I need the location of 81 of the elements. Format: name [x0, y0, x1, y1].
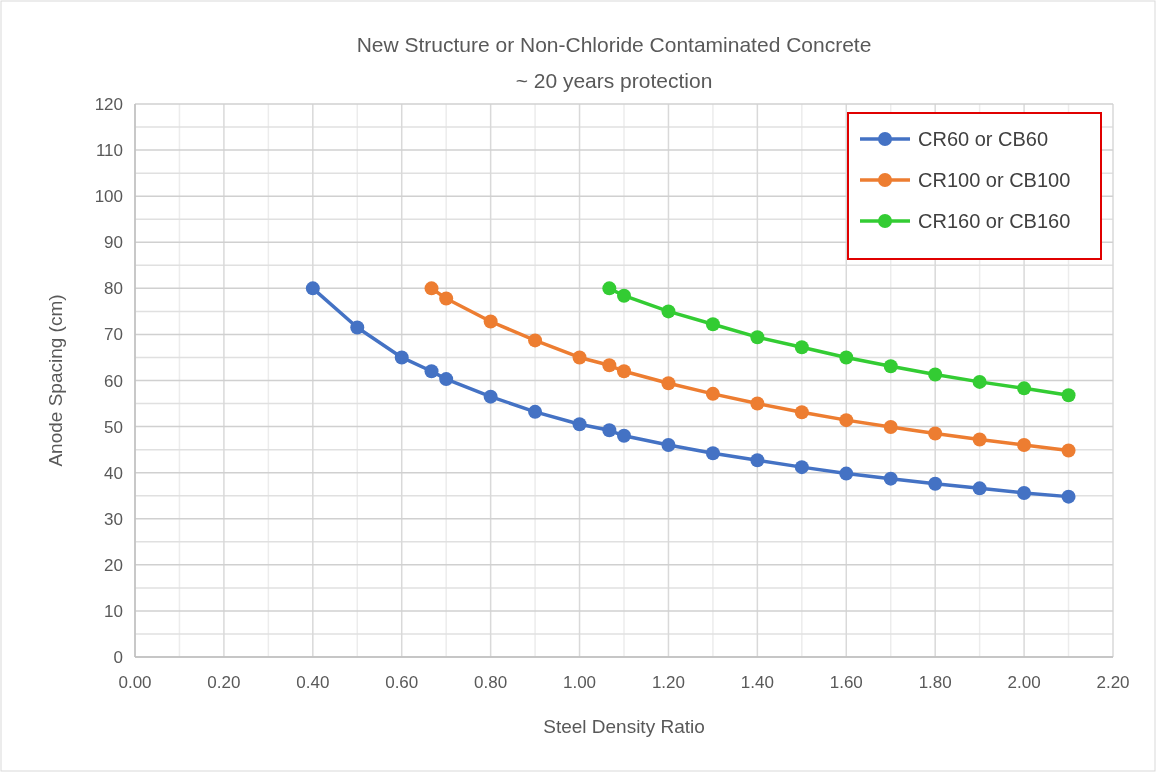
- chart-title: New Structure or Non-Chloride Contaminated Concrete: [356, 33, 872, 56]
- point: [928, 476, 943, 491]
- point: [750, 330, 765, 345]
- point: [602, 423, 617, 438]
- point: [839, 350, 854, 365]
- point: [305, 281, 320, 296]
- x-tick-label: 1.40: [740, 673, 774, 692]
- point: [617, 364, 631, 379]
- chart-subtitle: ~ 20 years protection: [515, 69, 713, 92]
- y-tick-label: 0: [113, 648, 123, 667]
- point: [572, 350, 587, 365]
- x-tick-label: 1.20: [651, 673, 685, 692]
- point: [794, 460, 809, 475]
- point: [350, 320, 365, 335]
- x-tick-label: 0.80: [474, 673, 508, 692]
- point: [883, 359, 898, 374]
- point: [794, 340, 809, 355]
- y-tick-label: 110: [95, 141, 123, 161]
- point: [705, 386, 720, 401]
- point: [1061, 489, 1076, 504]
- point: [424, 364, 439, 379]
- y-tick-label: 30: [104, 509, 123, 529]
- point: [572, 417, 587, 432]
- y-tick-label: 90: [104, 233, 123, 253]
- legend-label: CR60 or CB60: [918, 128, 1049, 150]
- point: [602, 281, 617, 296]
- x-tick-label: 0.40: [296, 673, 330, 692]
- point: [972, 374, 987, 389]
- x-tick-label: 0.00: [118, 673, 152, 692]
- y-tick-label: 10: [104, 601, 123, 621]
- x-tick-label: 0.20: [207, 673, 241, 692]
- point: [705, 446, 720, 461]
- point: [1017, 485, 1032, 500]
- point: [1017, 438, 1032, 453]
- point: [705, 317, 720, 332]
- legend-label: CR160 or CB160: [918, 210, 1071, 232]
- point: [528, 404, 543, 419]
- point: [972, 481, 987, 496]
- point: [883, 471, 898, 486]
- x-axis-title: Steel Density Ratio: [543, 716, 705, 737]
- point: [972, 432, 987, 447]
- x-tick-label: 2.00: [1007, 673, 1041, 692]
- point: [617, 428, 631, 443]
- point: [1061, 388, 1076, 403]
- point: [483, 314, 498, 329]
- point: [661, 376, 676, 391]
- y-axis-title: Anode Spacing (cm): [45, 294, 66, 467]
- y-tick-label: 60: [104, 371, 123, 391]
- y-tick-label: 20: [104, 555, 123, 575]
- y-tick-label: 40: [104, 463, 123, 483]
- point: [617, 288, 631, 303]
- y-tick-label: 80: [104, 279, 123, 299]
- point: [928, 367, 943, 382]
- y-tick-label: 100: [94, 187, 123, 207]
- point: [394, 350, 409, 365]
- x-tick-label: 2.20: [1096, 673, 1130, 692]
- y-tick-label: 50: [104, 417, 123, 437]
- point: [839, 413, 854, 428]
- point: [424, 281, 439, 296]
- point: [661, 438, 676, 453]
- point: [794, 405, 809, 420]
- point: [839, 466, 854, 481]
- x-tick-label: 0.60: [385, 673, 419, 692]
- point: [483, 389, 498, 404]
- y-tick-label: 70: [104, 325, 123, 345]
- y-tick-label: 120: [94, 95, 123, 114]
- point: [750, 396, 765, 411]
- point: [439, 291, 454, 306]
- point: [928, 426, 943, 441]
- point: [439, 372, 454, 387]
- point: [1017, 381, 1032, 396]
- point: [750, 453, 765, 468]
- x-tick-label: 1.60: [829, 673, 863, 692]
- x-tick-label: 1.00: [563, 673, 597, 692]
- point: [602, 358, 617, 373]
- point: [883, 420, 898, 435]
- point: [661, 304, 676, 319]
- point: [1061, 443, 1076, 458]
- x-tick-label: 1.80: [918, 673, 952, 692]
- legend-label: CR100 or CB100: [918, 169, 1071, 191]
- point: [528, 333, 543, 348]
